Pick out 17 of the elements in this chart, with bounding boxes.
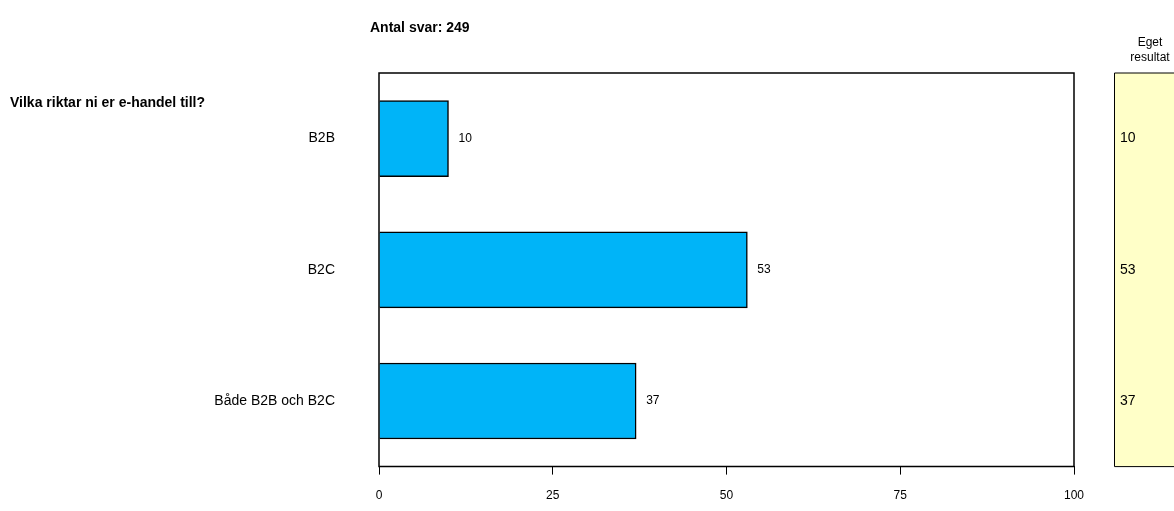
- data-label: 53: [1120, 260, 1136, 277]
- x-tick-label: 50: [719, 488, 734, 503]
- text: Vilka riktar ni er e-handel till?: [10, 93, 206, 110]
- annotation: 10: [458, 130, 473, 145]
- x-tick-label: 0: [375, 488, 383, 503]
- y-tick-label: B2C: [307, 260, 335, 277]
- annotation: 37: [646, 393, 660, 408]
- x-tick-label: 100: [1063, 488, 1085, 503]
- data-label: 10: [1120, 129, 1136, 146]
- annotation: 53: [757, 262, 772, 277]
- x-tick-label: 25: [546, 488, 560, 503]
- data-label: 37: [1120, 391, 1136, 408]
- chart-title: Antal svar: 249: [370, 18, 470, 35]
- y-tick-label: B2B: [308, 129, 335, 146]
- text: Eget resultat: [1130, 35, 1171, 65]
- y-tick-label: Både B2B och B2C: [214, 391, 335, 408]
- x-tick-label: 75: [893, 488, 908, 503]
